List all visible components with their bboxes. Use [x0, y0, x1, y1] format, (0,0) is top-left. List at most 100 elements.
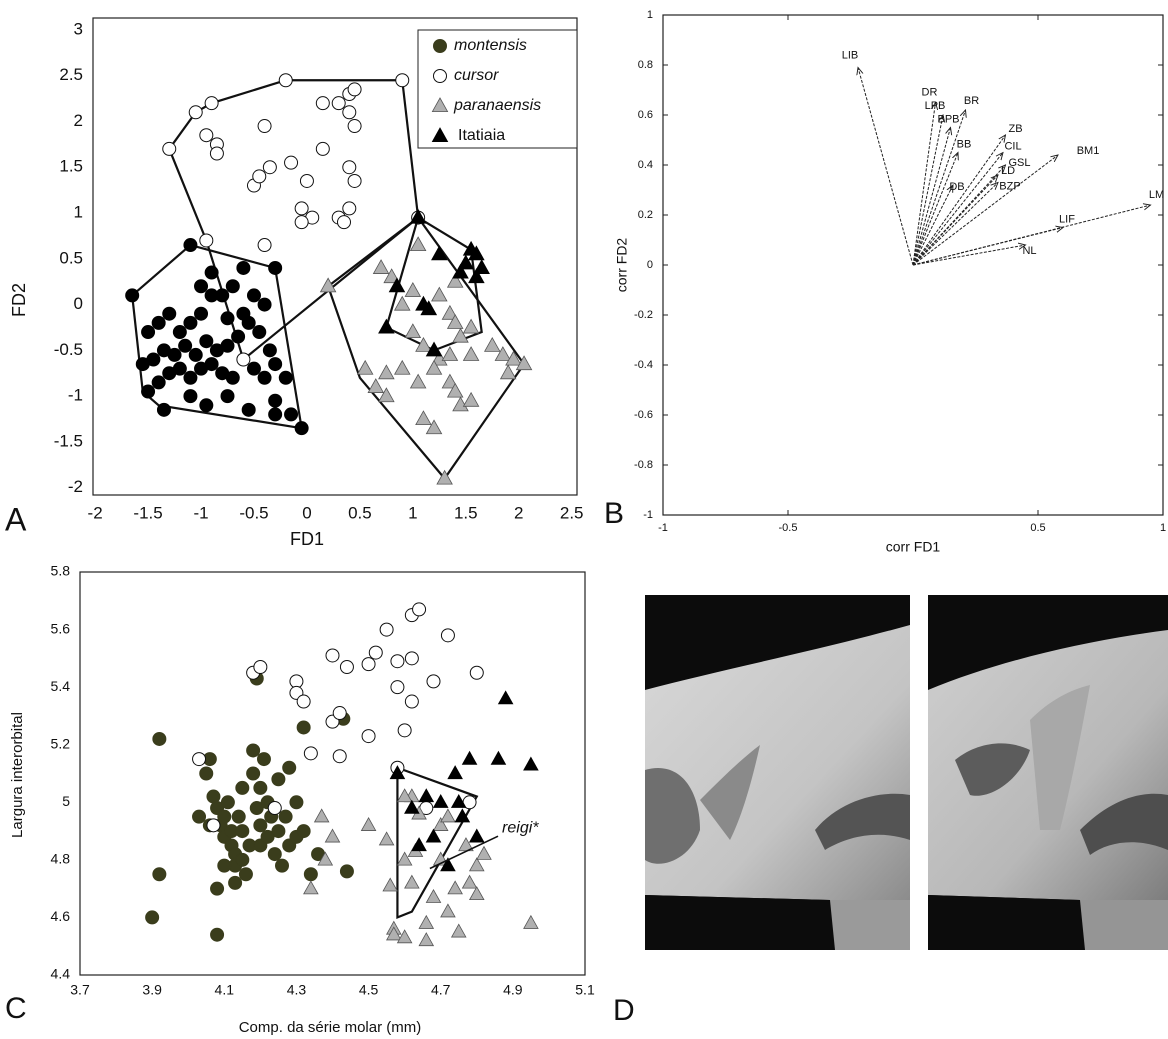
- data-point: [253, 780, 268, 795]
- x-tick-label: -1: [193, 503, 208, 522]
- x-tick-label: -0.5: [779, 522, 798, 534]
- data-point: [494, 346, 512, 361]
- data-point: [420, 300, 438, 316]
- panel-label: A: [5, 501, 27, 537]
- x-tick-label: 2.5: [560, 503, 584, 522]
- vector-label: BM1: [1077, 145, 1100, 157]
- data-point: [206, 789, 221, 804]
- data-point: [231, 809, 246, 824]
- data-point: [378, 318, 395, 334]
- data-point: [267, 847, 282, 862]
- data-point: [412, 602, 427, 617]
- data-point: [317, 851, 334, 866]
- data-point: [452, 327, 469, 343]
- annotation-pointer: [429, 835, 499, 870]
- x-axis-title: Comp. da série molar (mm): [239, 1019, 422, 1036]
- data-point: [450, 923, 467, 938]
- data-point: [436, 469, 453, 485]
- y-tick-label: 4.8: [51, 851, 71, 867]
- loading-vector: [912, 175, 998, 266]
- data-point: [252, 169, 267, 184]
- loading-vector: [912, 103, 936, 266]
- data-point: [342, 201, 357, 216]
- legend-marker: [433, 69, 447, 83]
- x-tick-label: 5.1: [575, 982, 595, 998]
- loading-vector: [912, 128, 951, 266]
- y-tick-label: -1: [643, 509, 653, 521]
- data-point: [236, 352, 251, 367]
- x-tick-label: 4.1: [215, 982, 235, 998]
- data-point: [425, 419, 443, 435]
- y-tick-label: 2: [74, 111, 83, 130]
- data-point: [505, 350, 522, 366]
- data-point: [404, 874, 420, 889]
- photo-right: [928, 595, 1168, 950]
- data-point: [378, 364, 395, 380]
- data-point: [441, 346, 459, 361]
- y-tick-label: 5: [62, 793, 70, 809]
- data-point: [257, 370, 272, 385]
- data-point: [284, 407, 299, 422]
- data-point: [342, 105, 357, 120]
- data-point: [294, 201, 309, 216]
- data-point: [199, 233, 214, 248]
- vector-label: CIL: [1004, 140, 1021, 152]
- data-point: [199, 766, 214, 781]
- data-point: [296, 720, 311, 735]
- loading-vector: [912, 110, 966, 266]
- data-point: [204, 265, 219, 280]
- data-point: [172, 325, 187, 340]
- data-point: [183, 389, 198, 404]
- x-axis-title: corr FD1: [886, 539, 941, 555]
- data-point: [383, 268, 400, 284]
- loading-vector: [912, 115, 943, 266]
- panel: -2 -1.5 -1 -0.5 0 0.5 1 1.5 2 2.5 3 2.5 2 1.5 1 0.5 0 -0.…: [5, 17, 584, 549]
- data-point: [152, 867, 167, 882]
- data-point: [319, 277, 337, 293]
- data-point: [515, 355, 533, 371]
- data-point: [393, 295, 411, 311]
- data-point: [440, 808, 456, 823]
- y-axis-title: Largura interorbital: [9, 712, 26, 838]
- data-point: [339, 659, 354, 674]
- data-point: [389, 765, 406, 780]
- data-point: [249, 801, 264, 816]
- data-point: [296, 694, 311, 709]
- panel-label: C: [5, 992, 27, 1025]
- data-point: [497, 690, 514, 705]
- data-point: [347, 173, 362, 188]
- vector-label: DB: [949, 181, 964, 193]
- y-tick-label: 5.6: [51, 620, 71, 636]
- vector-label: LM: [1149, 189, 1164, 201]
- data-point: [499, 364, 517, 380]
- x-tick-label: 4.5: [359, 982, 379, 998]
- y-tick-label: -0.8: [634, 459, 653, 471]
- legend-label: Itatiaia: [458, 127, 505, 144]
- y-tick-label: -0.4: [634, 359, 653, 371]
- data-point: [253, 818, 268, 833]
- data-point: [386, 926, 402, 941]
- data-point: [215, 288, 230, 303]
- data-point: [262, 343, 277, 358]
- data-point: [135, 357, 150, 372]
- y-tick-label: 0.6: [638, 109, 653, 121]
- x-tick-label: 2: [514, 503, 523, 522]
- y-tick-label: -1: [68, 386, 83, 405]
- data-point: [246, 743, 261, 758]
- data-point: [332, 749, 347, 764]
- x-tick-label: 4.9: [503, 982, 523, 998]
- x-tick-label: 4.3: [287, 982, 307, 998]
- data-point: [167, 347, 182, 362]
- data-point: [278, 809, 293, 824]
- y-tick-label: 5.4: [51, 678, 71, 694]
- data-point: [236, 306, 251, 321]
- data-point: [382, 877, 399, 892]
- data-point: [192, 752, 207, 767]
- vector-label: BZP: [999, 180, 1020, 192]
- data-point: [303, 867, 318, 882]
- data-point: [447, 765, 463, 780]
- data-point: [441, 373, 459, 389]
- data-point: [379, 622, 394, 637]
- data-point: [468, 245, 485, 261]
